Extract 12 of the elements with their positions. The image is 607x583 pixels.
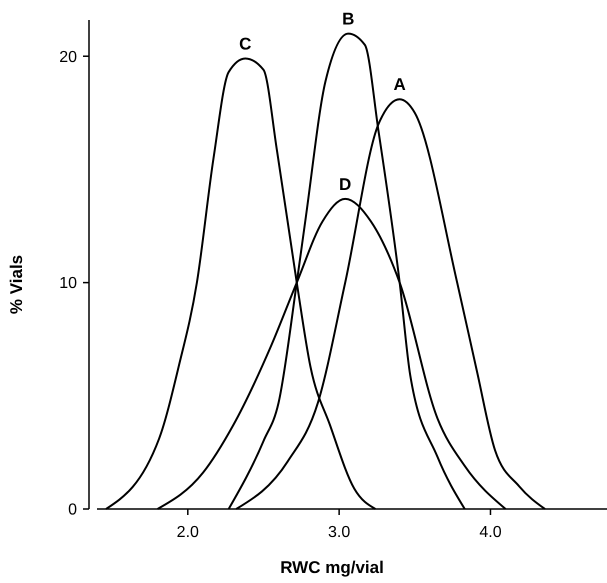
x-tick-label: 4.0 bbox=[479, 524, 502, 541]
x-axis-title: RWC mg/vial bbox=[280, 558, 384, 577]
series-label: D bbox=[339, 174, 352, 194]
y-tick-label: 10 bbox=[59, 275, 78, 292]
x-tick-label: 2.0 bbox=[176, 524, 200, 541]
x-tick-label: 3.0 bbox=[328, 524, 350, 541]
y-tick-label: 0 bbox=[68, 502, 78, 519]
y-axis-title: % Vials bbox=[7, 254, 26, 314]
series-label: B bbox=[342, 10, 354, 29]
series-label: A bbox=[394, 75, 406, 94]
y-tick-label: 20 bbox=[59, 48, 78, 66]
series-label: C bbox=[239, 34, 252, 54]
